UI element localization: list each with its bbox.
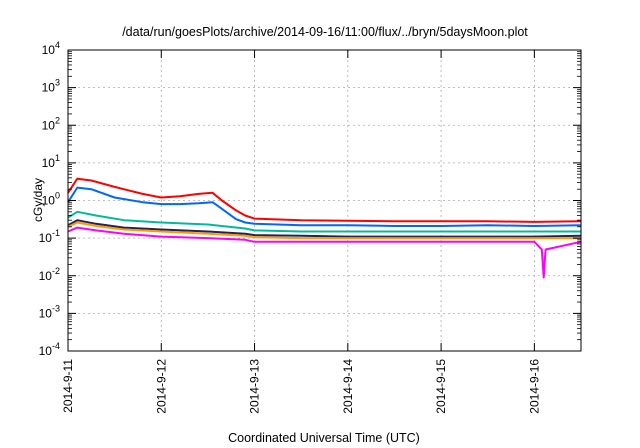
y-tick-base: 10 [42,43,56,57]
y-tick-base: 10 [39,306,53,320]
series-line-2 [67,186,582,227]
y-tick-base: 10 [39,269,53,283]
grid [68,50,581,351]
x-tick-label: 2014-9-14 [341,359,355,414]
axis-frame-layer [67,49,582,352]
y-tick-exponent: -3 [52,303,60,313]
x-tick-labels: 2014-9-11 2014-9-12 2014-9-13 2014-9-14 2014… [61,359,541,414]
y-tick-label: 102 [42,115,60,132]
y-tick-base: 10 [39,231,53,245]
x-tick-label: 2014-9-11 [61,359,75,413]
y-tick-exponent: 4 [55,40,60,50]
y-tick-label: 103 [42,78,60,95]
series-line-4 [67,219,582,238]
y-tick-exponent: -4 [52,341,60,351]
chart-title: /data/run/goesPlots/archive/2014-09-16/1… [122,25,528,39]
plot-frame [67,49,582,352]
series-line-1 [67,177,582,223]
y-tick-base: 10 [42,81,56,95]
y-tick-label: 104 [42,40,60,57]
x-tick-label: 2014-9-13 [248,359,262,414]
y-tick-exponent: 1 [55,153,60,163]
x-axis-label: Coordinated Universal Time (UTC) [228,431,420,445]
y-tick-label: 10-3 [39,303,60,320]
x-tick-label: 2014-9-15 [434,359,448,414]
series-layer [67,177,582,279]
y-tick-exponent: -1 [52,228,60,238]
y-tick-exponent: 3 [55,78,60,88]
y-tick-label: 100 [42,191,60,208]
series-line-5 [67,221,581,240]
y-tick-base: 10 [42,118,56,132]
y-tick-label: 10-1 [39,228,60,245]
x-tick-label: 2014-9-12 [154,359,168,414]
y-tick-label: 101 [42,153,60,170]
series-line-3 [67,210,581,233]
y-tick-label: 10-2 [39,266,60,283]
y-tick-exponent: 2 [55,115,60,125]
y-tick-exponent: -2 [52,266,60,276]
series-line-6 [67,226,582,279]
x-tick-label: 2014-9-16 [527,359,541,414]
y-tick-base: 10 [42,156,56,170]
y-tick-exponent: 0 [55,191,60,201]
y-tick-label: 10-4 [39,341,60,358]
y-tick-base: 10 [42,194,56,208]
y-tick-base: 10 [39,344,53,358]
y-axis-label: cGy/day [31,178,45,222]
